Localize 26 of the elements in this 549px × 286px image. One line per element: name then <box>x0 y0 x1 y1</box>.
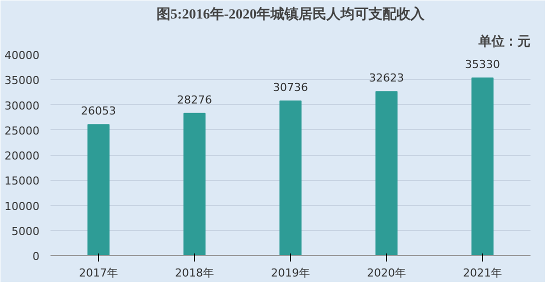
data-label: 32623 <box>369 72 404 85</box>
data-label: 28276 <box>177 93 212 106</box>
y-tick-label: 15000 <box>4 174 40 188</box>
bar <box>183 112 206 256</box>
y-tick-label: 10000 <box>4 200 40 213</box>
y-tick-label: 35000 <box>4 74 40 88</box>
x-tick-label: 2019年 <box>271 266 310 280</box>
x-tick-label: 2018年 <box>175 266 214 280</box>
y-tick-label: 40000 <box>4 49 40 62</box>
chart-title: 图5:2016年-2020年城镇居民人均可支配收入 <box>156 6 426 22</box>
y-tick-label: 30000 <box>4 99 40 112</box>
y-tick-label: 25000 <box>4 124 40 138</box>
chart-subtitle: 单位：元 <box>478 34 530 50</box>
y-tick-label: 0 <box>32 250 40 263</box>
bar <box>375 91 398 256</box>
y-tick-label: 20000 <box>4 150 40 162</box>
data-label: 26053 <box>81 104 116 118</box>
data-label: 35330 <box>465 58 500 71</box>
data-label: 30736 <box>273 81 308 94</box>
bar <box>279 100 302 256</box>
y-tick-label: 5000 <box>12 224 40 238</box>
x-tick-label: 2021年 <box>463 266 502 280</box>
x-tick-label: 2017年 <box>79 266 118 280</box>
bar <box>471 77 494 256</box>
bar <box>87 124 110 256</box>
x-tick-label: 2020年 <box>367 266 406 280</box>
